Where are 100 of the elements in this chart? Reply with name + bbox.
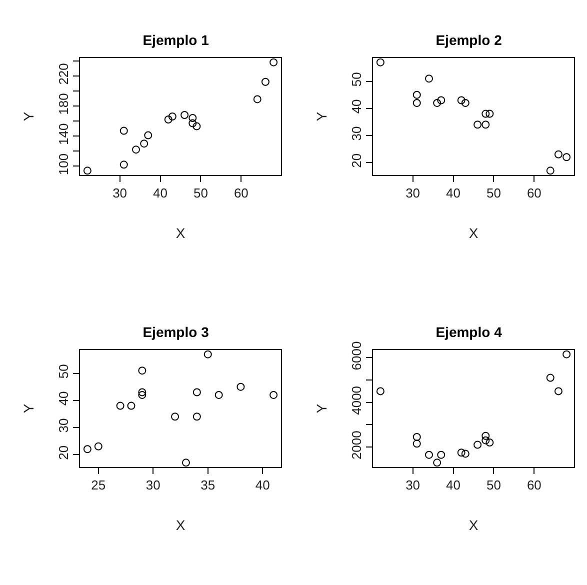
point: [180, 111, 189, 119]
point: [412, 90, 421, 99]
point: [192, 122, 201, 130]
y-tick-label: 40: [348, 99, 364, 114]
point: [437, 96, 446, 104]
x-tick-label: 35: [200, 478, 216, 493]
point: [437, 450, 446, 459]
y-tick-label: 30: [348, 126, 364, 141]
y-axis-title: Y: [313, 403, 330, 414]
point: [554, 150, 562, 158]
x-tick-label: 30: [112, 186, 128, 201]
x-tick-label: 50: [486, 478, 501, 493]
point: [433, 458, 442, 467]
y-tick-label: 140: [56, 123, 71, 145]
point: [482, 110, 490, 118]
y-tick-label: 50: [56, 364, 71, 379]
point: [138, 390, 146, 399]
point: [120, 160, 128, 169]
x-tick-label: 60: [526, 478, 542, 493]
point: [546, 374, 554, 382]
y-tick-label: 20: [348, 153, 364, 168]
point: [461, 98, 470, 107]
x-axis-title: X: [176, 516, 186, 533]
point: [554, 387, 562, 396]
point: [486, 438, 494, 447]
point: [562, 350, 571, 358]
point: [138, 388, 146, 396]
point: [132, 146, 140, 154]
point: [376, 58, 384, 66]
point: [192, 412, 201, 421]
point: [562, 153, 571, 162]
x-tick-label: 60: [234, 186, 248, 201]
point: [474, 440, 482, 449]
y-axis-title: Y: [20, 403, 36, 414]
y-tick-label: 20: [56, 445, 71, 460]
point: [425, 450, 433, 459]
point: [482, 436, 490, 444]
point: [120, 126, 128, 135]
y-axis-title: Y: [313, 111, 330, 122]
point: [94, 442, 102, 450]
point: [204, 350, 212, 358]
point: [83, 166, 92, 175]
y-axis-title: Y: [20, 111, 36, 122]
x-axis-title: X: [468, 224, 479, 241]
point: [83, 445, 92, 454]
point: [546, 166, 554, 175]
y-tick-label: 180: [56, 93, 71, 115]
x-tick-label: 50: [486, 186, 501, 201]
point: [412, 98, 421, 107]
x-tick-label: 50: [193, 186, 208, 201]
x-tick-label: 30: [406, 478, 420, 493]
x-tick-label: 30: [146, 478, 160, 493]
x-axis-title: X: [176, 224, 186, 241]
x-tick-label: 30: [406, 186, 420, 201]
point: [171, 412, 180, 421]
chart-title: Ejemplo 3: [142, 324, 210, 340]
chart-title: Ejemplo 2: [436, 32, 502, 48]
point: [138, 366, 146, 375]
chart-title: Ejemplo 4: [436, 324, 502, 340]
point: [214, 390, 223, 399]
point: [188, 114, 197, 122]
point: [261, 78, 270, 86]
x-tick-label: 40: [446, 478, 461, 493]
x-tick-label: 60: [526, 186, 542, 201]
point: [144, 131, 152, 140]
x-tick-label: 40: [446, 186, 461, 201]
point: [482, 432, 490, 440]
point: [116, 402, 124, 410]
point: [412, 440, 421, 448]
point: [270, 390, 278, 399]
y-tick-label: 220: [56, 63, 71, 85]
point: [270, 58, 278, 66]
point: [461, 450, 470, 458]
point: [164, 116, 172, 124]
point: [127, 402, 136, 410]
chart-title: Ejemplo 1: [142, 32, 210, 48]
point: [182, 458, 190, 467]
point: [376, 387, 384, 396]
x-tick-label: 40: [255, 478, 270, 493]
point: [412, 432, 421, 441]
point: [188, 119, 197, 128]
point: [433, 98, 442, 107]
point: [457, 448, 466, 457]
y-tick-label: 100: [56, 153, 71, 176]
point: [168, 112, 176, 120]
point: [457, 96, 466, 104]
point: [140, 140, 148, 148]
y-tick-label: 40: [56, 391, 71, 406]
point: [486, 110, 494, 118]
point: [253, 95, 262, 104]
y-tick-label: 6000: [348, 341, 364, 370]
x-axis-title: X: [468, 516, 479, 533]
y-tick-label: 30: [56, 418, 71, 433]
y-tick-label: 4000: [348, 386, 364, 415]
point: [236, 382, 245, 391]
x-tick-label: 25: [91, 478, 106, 493]
point: [474, 120, 482, 129]
point: [192, 388, 201, 396]
point: [425, 74, 433, 83]
y-tick-label: 2000: [348, 430, 364, 460]
